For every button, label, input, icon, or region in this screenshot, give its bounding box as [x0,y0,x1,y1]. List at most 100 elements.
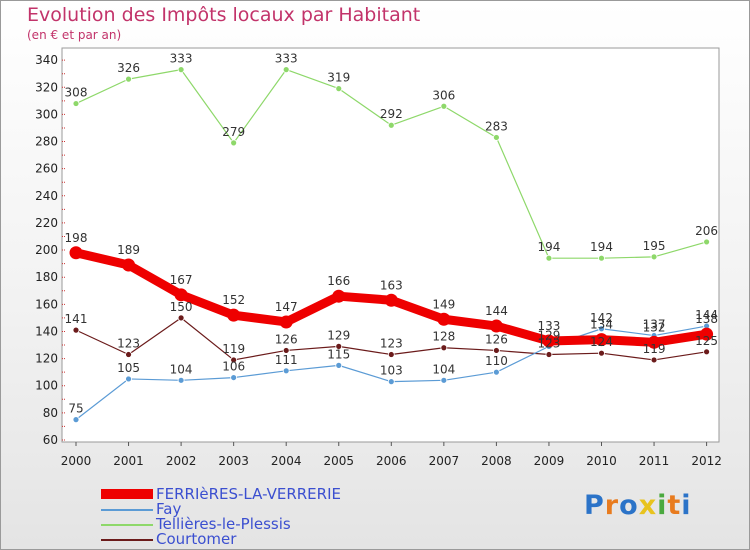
series-point-3 [492,347,500,354]
data-label-3: 128 [432,330,455,344]
x-tick-label: 2012 [691,454,722,468]
series-point-2 [177,66,185,74]
series-point-1 [125,375,132,383]
series-point-3 [125,351,132,358]
y-tick-label: 220 [35,216,58,230]
legend-swatch-ferrieres [101,489,153,499]
logo-letter: i [681,490,692,521]
data-label-2: 333 [275,52,298,66]
series-point-0 [437,312,451,326]
data-label-2: 195 [643,239,666,253]
data-label-1: 137 [643,318,666,332]
series-layer [69,66,714,424]
series-point-0 [227,308,241,322]
series-point-0 [700,327,714,341]
series-point-2 [72,100,80,107]
data-labels-layer: 308 326 333 279 333 319 292 306 283 194 194 195 206 1… [65,52,719,416]
data-label-0: 147 [275,300,298,314]
plot-area [61,47,720,443]
series-point-0 [489,319,503,333]
series-point-0 [647,335,661,349]
data-label-1: 142 [590,311,613,325]
legend-label-courtomer: Courtomer [156,530,237,548]
logo-letter: P [584,490,605,521]
series-point-3 [72,326,80,334]
series-point-3 [387,351,395,358]
series-point-0 [69,246,83,260]
data-label-2: 283 [485,119,508,133]
series-point-3 [335,342,343,350]
data-label-0: 198 [65,231,88,245]
series-point-0 [279,315,293,329]
data-label-0: 149 [432,297,455,311]
logo-letter: x [638,490,658,521]
x-tick-label: 2011 [639,454,670,468]
data-label-3: 125 [695,334,718,348]
series-point-0 [122,258,136,272]
series-point-3 [440,344,448,352]
data-label-1: 115 [327,347,350,361]
series-point-3 [177,314,185,322]
data-label-2: 194 [537,240,560,254]
data-label-3: 126 [275,332,298,346]
series-point-1 [598,325,605,333]
x-tick-label: 2007 [429,454,460,468]
y-tick-label: 320 [35,80,58,94]
data-label-3: 124 [590,335,613,349]
legend-label-fay: Fay [156,500,182,518]
series-point-0 [595,333,608,347]
series-point-2 [492,134,500,141]
x-tick-label: 2010 [586,454,617,468]
data-label-0: 138 [695,312,718,326]
data-label-2: 326 [117,61,140,75]
y-tick-label: 300 [35,107,58,121]
x-tick-label: 2002 [166,454,197,468]
data-label-3: 126 [485,332,508,346]
data-label-1: 105 [117,361,140,375]
data-label-2: 194 [590,240,613,254]
data-label-2: 333 [170,52,193,66]
y-tick-label: 160 [35,297,58,311]
series-point-1 [387,378,395,386]
x-tick-label: 2001 [113,454,144,468]
data-label-1: 144 [695,308,718,322]
y-tick-label: 200 [35,243,58,257]
y-tick-label: 80 [43,406,58,420]
data-label-2: 319 [327,71,350,85]
series-point-1 [177,376,185,384]
series-point-1 [335,361,343,369]
data-label-1: 104 [432,362,455,376]
data-label-0: 133 [537,319,560,333]
data-label-0: 163 [380,278,403,292]
x-tick-label: 2004 [271,454,302,468]
series-point-2 [650,253,658,261]
series-point-3 [703,348,710,356]
x-tick-label: 2008 [481,454,512,468]
data-label-3: 129 [327,328,350,342]
y-tick-label: 340 [35,53,58,67]
series-point-1 [230,374,238,381]
data-label-2: 306 [432,88,455,102]
legend-swatch-tellieres [101,524,153,526]
data-label-3: 150 [170,300,193,314]
x-tick-label: 2005 [323,454,354,468]
series-point-0 [332,289,346,303]
data-label-0: 144 [485,304,508,318]
data-label-0: 152 [222,293,245,307]
series-point-1 [440,376,448,384]
series-point-2 [598,254,605,262]
data-label-1: 110 [485,354,508,368]
chart-subtitle: (en € et par an) [27,28,122,42]
logo-letter: r [604,490,620,521]
data-label-2: 279 [222,125,245,139]
axes: 60 80 100 120 140 160 180 200 220 240 260 280 300 320… [35,47,722,468]
series-point-1 [282,367,290,375]
series-point-3 [650,356,658,364]
series-point-0 [542,334,556,348]
data-label-1: 103 [380,364,403,378]
series-point-2 [387,121,395,129]
data-label-2: 206 [695,224,718,238]
data-label-3: 119 [222,342,245,356]
series-point-2 [230,139,238,147]
